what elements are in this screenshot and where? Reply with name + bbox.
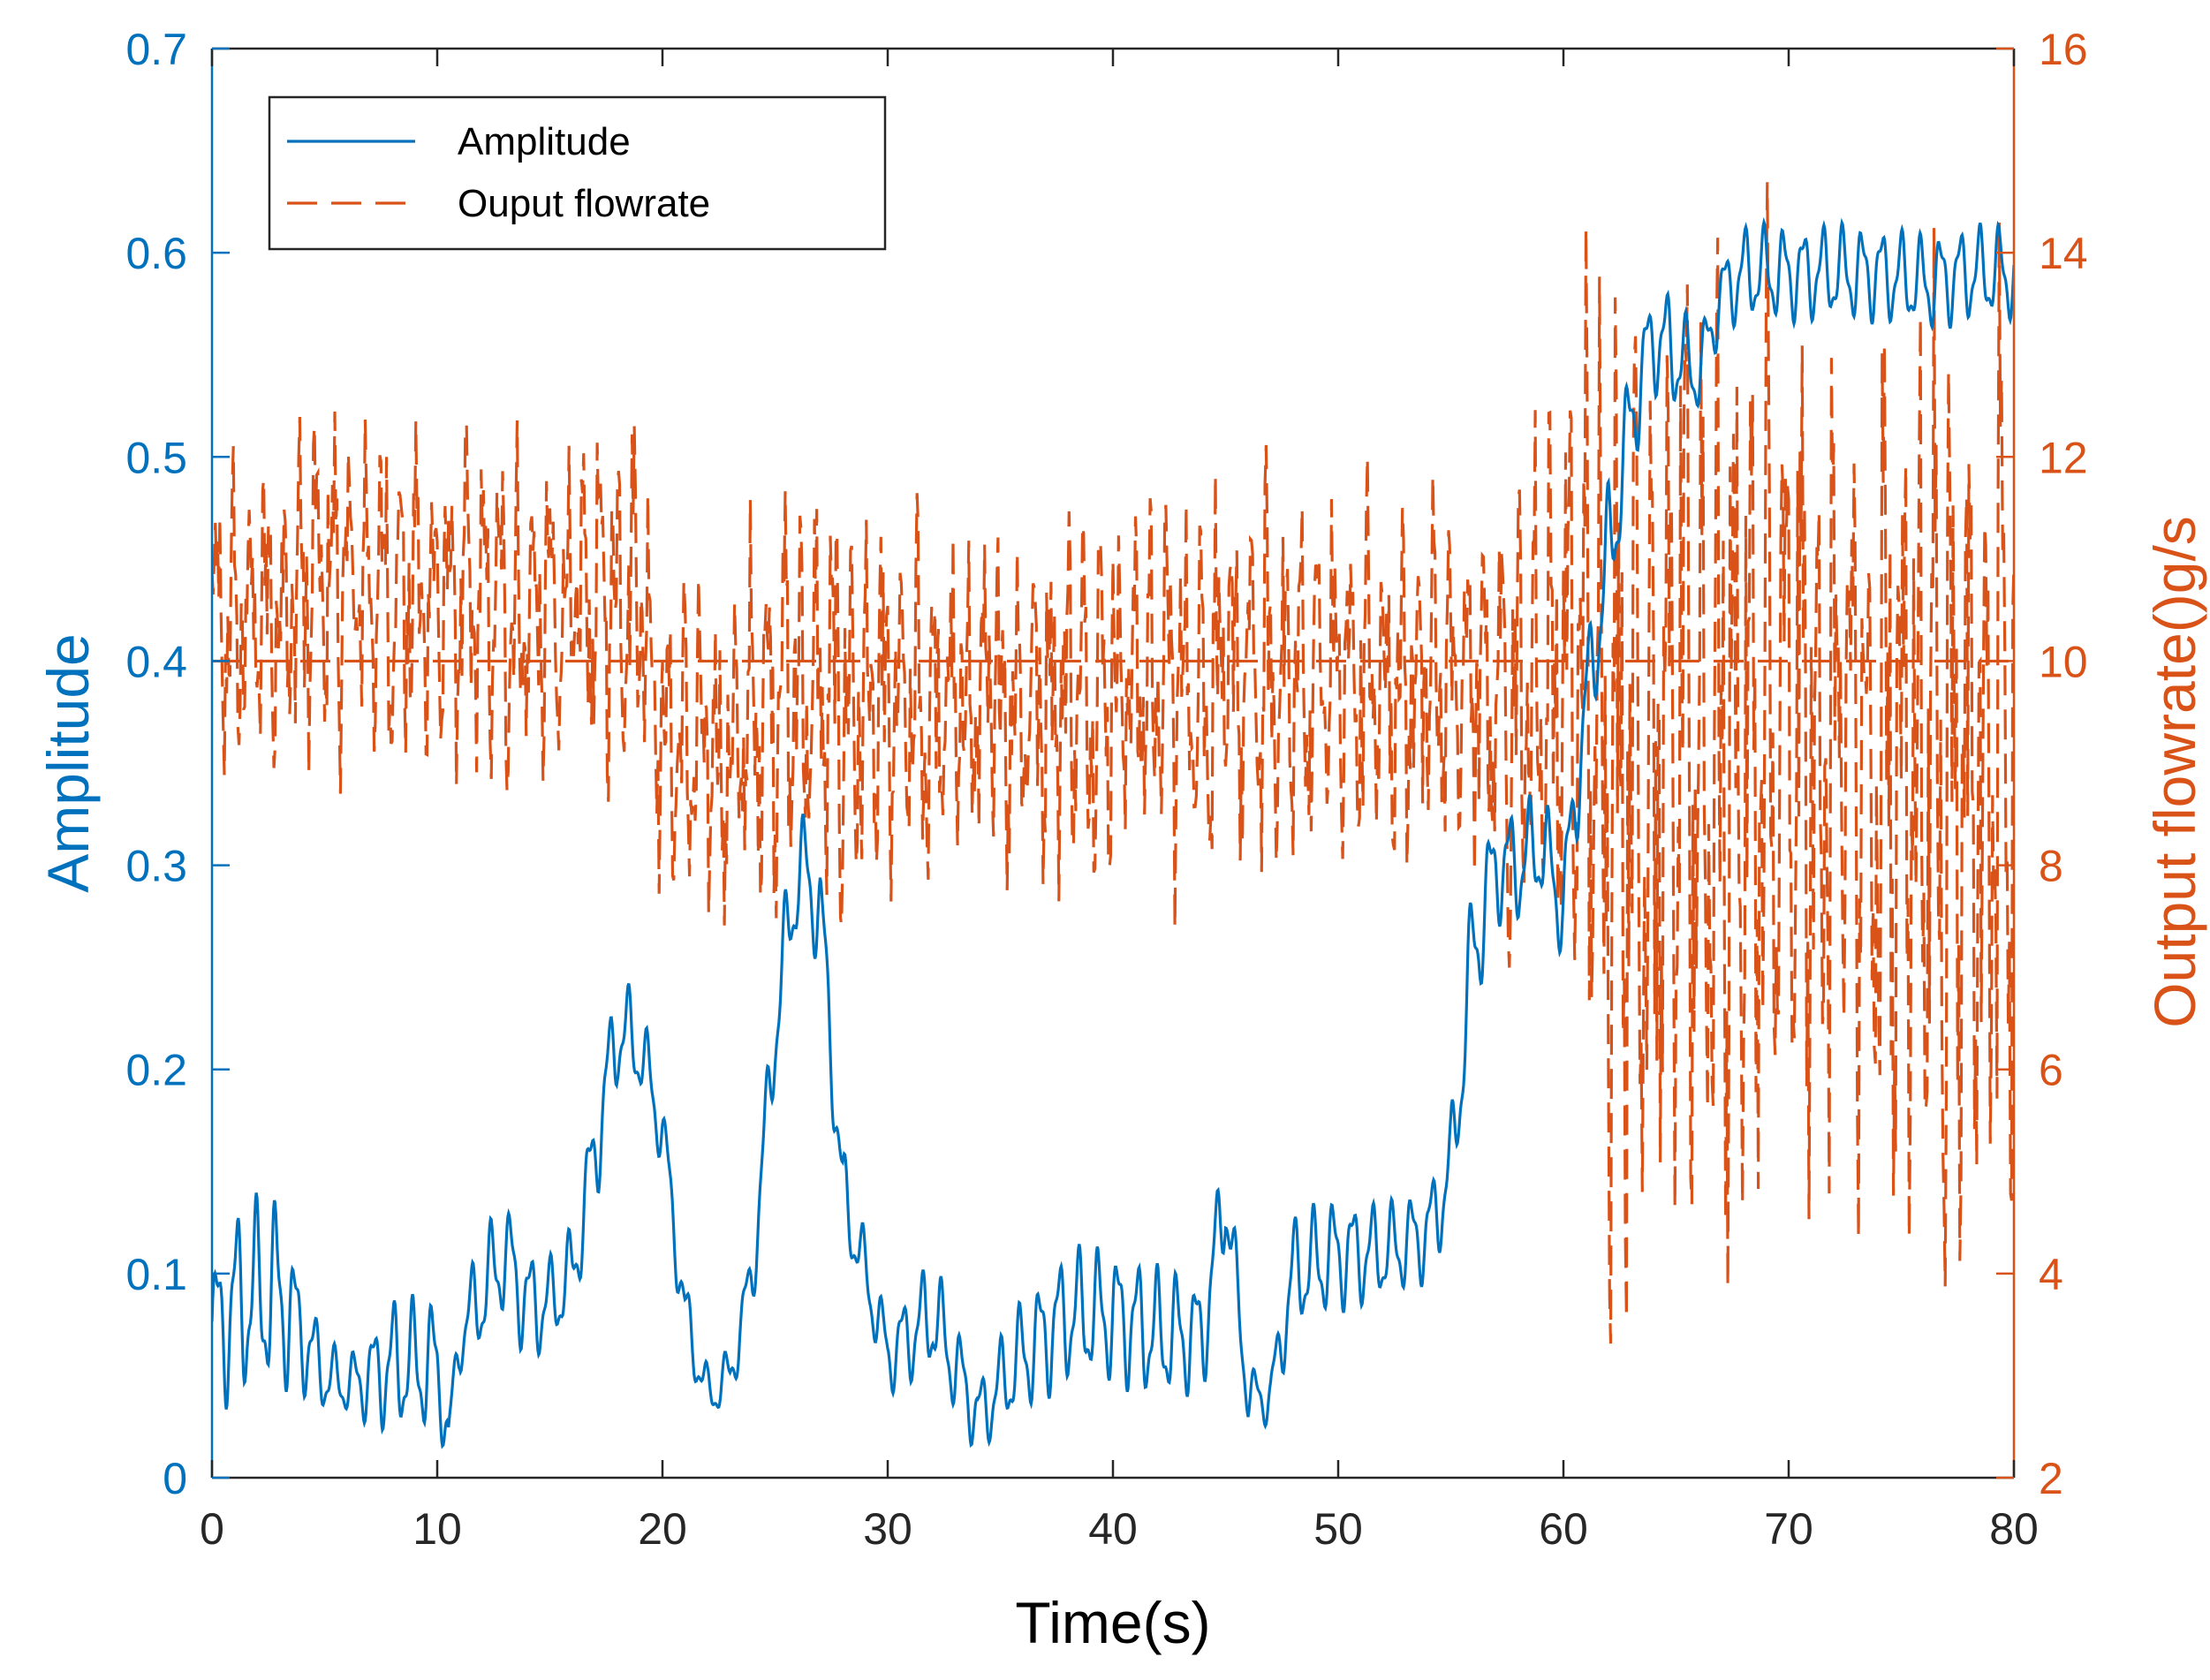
x-tick-label: 70 (1764, 1504, 1813, 1554)
y-right-tick-label: 6 (2039, 1046, 2063, 1095)
x-tick-label: 0 (200, 1504, 224, 1554)
x-tick-label: 80 (1989, 1504, 2039, 1554)
x-axis-title: Time(s) (1015, 1590, 1210, 1655)
x-tick-label: 30 (863, 1504, 912, 1554)
y-left-tick-label: 0.1 (125, 1250, 187, 1299)
y-left-tick-label: 0.3 (125, 842, 187, 891)
y-left-tick-label: 0 (163, 1454, 187, 1503)
y-left-tick-label: 0.6 (125, 229, 187, 278)
y-left-tick-label: 0.7 (125, 25, 187, 74)
legend-label-amplitude: Amplitude (458, 120, 631, 163)
legend-box (268, 95, 887, 251)
x-tick-label: 20 (638, 1504, 687, 1554)
y-right-tick-label: 10 (2039, 637, 2088, 686)
x-tick-label: 10 (412, 1504, 462, 1554)
x-tick-label: 50 (1313, 1504, 1363, 1554)
y-left-axis-title: Amplitude (35, 633, 101, 893)
y-left-tick-label: 0.4 (125, 637, 187, 686)
x-tick-label: 40 (1088, 1504, 1138, 1554)
y-right-tick-label: 4 (2039, 1250, 2063, 1299)
legend-label-flowrate: Ouput flowrate (458, 182, 710, 225)
y-right-axis-title: Output flowrate()g/s (2142, 516, 2207, 1028)
x-tick-label: 60 (1539, 1504, 1588, 1554)
flowrate-series-line (212, 182, 2014, 1344)
y-right-tick-label: 16 (2039, 25, 2088, 74)
y-right-tick-label: 8 (2039, 842, 2063, 891)
y-right-tick-label: 14 (2039, 229, 2088, 278)
amplitude-series-line (212, 216, 2014, 1449)
y-right-tick-label: 12 (2039, 433, 2088, 482)
y-left-tick-label: 0.5 (125, 433, 187, 482)
y-left-tick-label: 0.2 (125, 1046, 187, 1095)
y-right-tick-label: 2 (2039, 1454, 2063, 1503)
